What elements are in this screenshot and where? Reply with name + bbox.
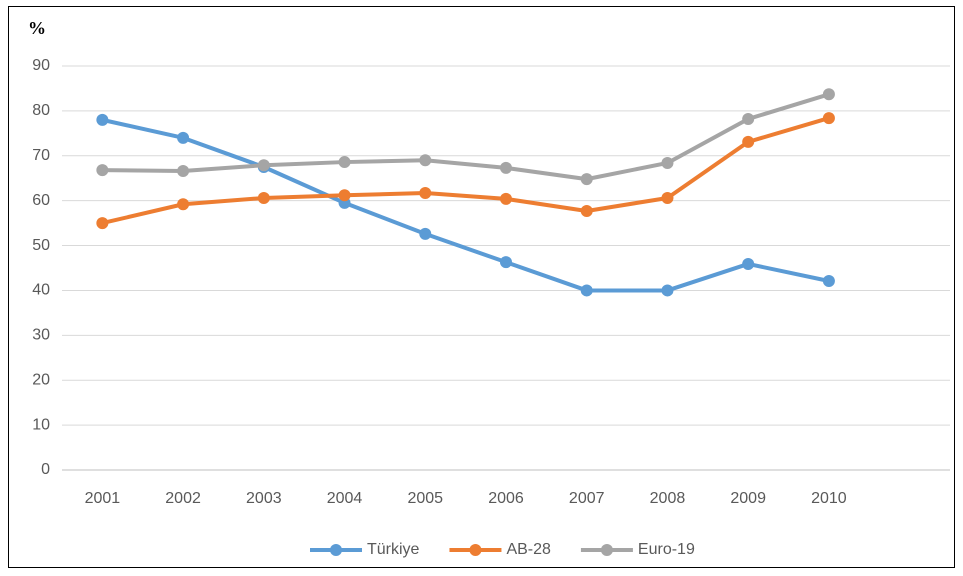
y-tick-label: 70 bbox=[32, 147, 50, 164]
data-point bbox=[338, 156, 351, 169]
x-tick-label: 2005 bbox=[407, 490, 443, 507]
legend-label: Türkiye bbox=[367, 541, 420, 558]
series-line bbox=[100, 116, 831, 226]
data-point bbox=[338, 189, 351, 202]
y-tick-label: 30 bbox=[32, 327, 50, 344]
y-tick-label: 40 bbox=[32, 282, 50, 299]
y-tick-label: 60 bbox=[32, 192, 50, 209]
data-point bbox=[580, 173, 593, 186]
data-point bbox=[742, 112, 755, 125]
data-point bbox=[661, 284, 674, 297]
data-point bbox=[96, 164, 109, 177]
data-point bbox=[419, 154, 432, 167]
x-tick-label: 2006 bbox=[488, 490, 524, 507]
y-axis-label: % bbox=[28, 18, 46, 38]
data-point bbox=[822, 88, 835, 101]
chart-border bbox=[8, 6, 955, 568]
data-point bbox=[96, 217, 109, 230]
data-point bbox=[661, 191, 674, 204]
data-point bbox=[580, 204, 593, 217]
x-tick-label: 2007 bbox=[569, 490, 605, 507]
legend-marker bbox=[330, 544, 342, 556]
data-point bbox=[661, 156, 674, 169]
data-point bbox=[177, 165, 190, 178]
data-point bbox=[822, 275, 835, 288]
data-point bbox=[96, 113, 109, 126]
y-tick-label: 20 bbox=[32, 371, 50, 388]
series-line bbox=[100, 117, 831, 293]
y-tick-label: 90 bbox=[32, 57, 50, 74]
legend-marker bbox=[469, 544, 482, 556]
data-point bbox=[580, 284, 593, 297]
x-tick-label: 2002 bbox=[165, 490, 201, 507]
data-point bbox=[177, 198, 190, 211]
x-tick-label: 2010 bbox=[811, 490, 847, 507]
x-tick-label: 2008 bbox=[650, 490, 686, 507]
data-point bbox=[500, 256, 512, 269]
x-tick-label: 2009 bbox=[730, 490, 766, 507]
x-tick-label: 2003 bbox=[246, 490, 282, 507]
y-tick-label: 10 bbox=[32, 416, 50, 433]
data-point bbox=[500, 192, 512, 205]
legend-marker bbox=[600, 544, 613, 556]
data-point bbox=[742, 135, 755, 148]
y-tick-label: 0 bbox=[41, 461, 50, 478]
data-point bbox=[822, 112, 835, 125]
x-tick-label: 2004 bbox=[327, 490, 363, 507]
data-point bbox=[177, 131, 190, 144]
data-point bbox=[419, 227, 432, 240]
x-tick-label: 2001 bbox=[85, 490, 121, 507]
y-tick-label: 50 bbox=[32, 237, 50, 254]
data-point bbox=[500, 161, 512, 174]
legend-label: Euro-19 bbox=[638, 541, 695, 558]
data-point bbox=[257, 159, 270, 172]
legend-label: AB-28 bbox=[506, 541, 551, 558]
data-point bbox=[742, 257, 755, 270]
data-point bbox=[419, 187, 432, 200]
series-line bbox=[100, 92, 831, 182]
data-point bbox=[257, 191, 270, 204]
y-tick-label: 80 bbox=[32, 102, 50, 119]
